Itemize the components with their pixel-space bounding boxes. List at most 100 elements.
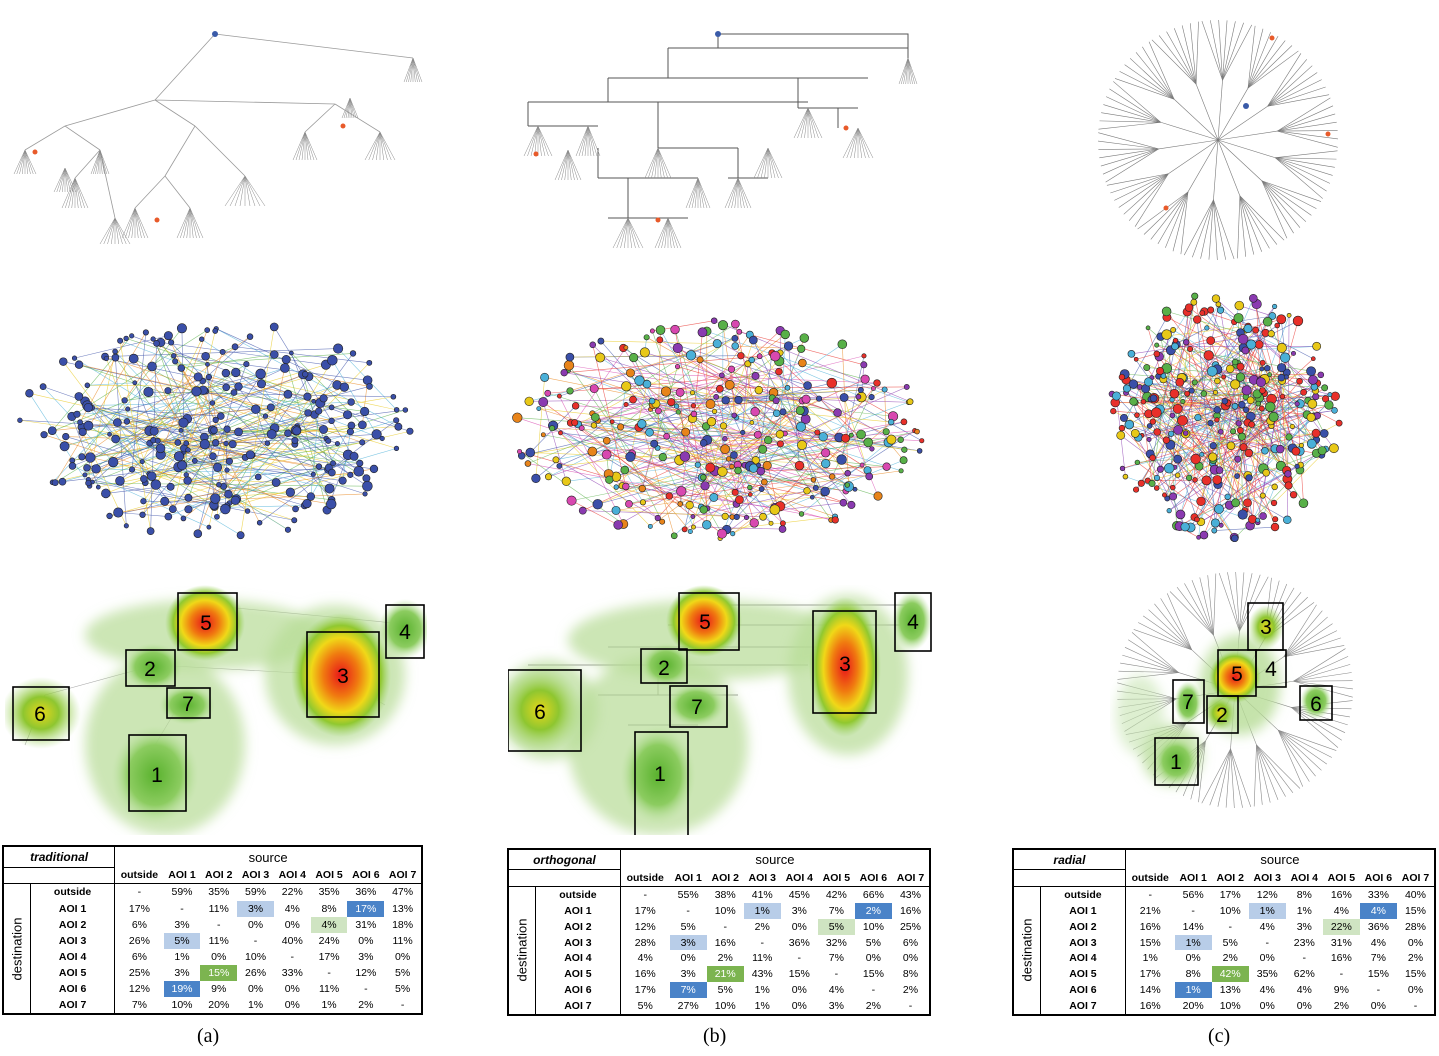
table-cell: 5% <box>163 932 201 949</box>
row-header: AOI 1 <box>30 900 116 917</box>
table-cell: 15% <box>1139 936 1161 949</box>
table-cell: - <box>1148 888 1152 901</box>
column-header: AOI 3 <box>237 867 274 885</box>
table-cell: 11% <box>752 952 773 965</box>
table-cell: 4% <box>284 902 300 915</box>
table-cell: 59% <box>171 886 193 899</box>
table-cell: 36% <box>788 936 810 949</box>
table-cell: 1% <box>1174 982 1212 999</box>
table-cell: 18% <box>392 918 414 931</box>
table-cell: - <box>723 920 727 933</box>
aoi-label: 2 <box>1216 704 1228 727</box>
table-cell: - <box>253 934 258 947</box>
table-header-label: orthogonal <box>509 850 621 871</box>
table-cell: 11% <box>392 934 413 947</box>
column-header: AOI 3 <box>1248 869 1286 887</box>
aoi-label: 7 <box>1182 691 1194 714</box>
table-cell: 7% <box>131 998 147 1011</box>
column-header: AOI 5 <box>310 867 348 885</box>
table-cell: 4% <box>1259 984 1275 997</box>
table-row: AOI 4 6% 1% 0% 10% - 17% 3% 0% <box>4 948 421 965</box>
aoi-label: 3 <box>839 653 851 676</box>
table-cell: 15% <box>1367 968 1389 981</box>
destination-label: destination <box>1019 918 1035 982</box>
table-cell: 26% <box>128 934 150 947</box>
table-cell: 0% <box>395 950 411 963</box>
source-label: source <box>248 849 288 865</box>
table-row: AOI 5 25% 3% 15% 26% 33% - 12% 5% <box>4 964 421 981</box>
table-cell: 10% <box>862 920 884 933</box>
column-header: AOI 4 <box>780 869 818 887</box>
table-cell: 4% <box>1333 904 1349 917</box>
table-cell: 10% <box>245 950 267 963</box>
caption-c: (c) <box>1208 1025 1231 1047</box>
table-cell: 11% <box>318 982 340 995</box>
row-header: outside <box>1040 886 1126 903</box>
table-cell: 3% <box>828 1000 844 1013</box>
table-cell: 4% <box>1370 936 1386 949</box>
table-cell: 1% <box>1296 904 1312 917</box>
row-header: AOI 6 <box>535 982 621 999</box>
table-cell: 17% <box>318 950 340 963</box>
table-cell: 0% <box>791 920 807 933</box>
aoi-label: 5 <box>699 611 711 634</box>
table-cell: 8% <box>321 902 337 915</box>
table-cell: 59% <box>245 886 267 899</box>
table-cell: 17% <box>1139 968 1161 981</box>
table-cell: 7% <box>1370 952 1386 965</box>
table-row: AOI 3 15% 1% 5% - 23% 31% 4% 0% <box>1014 934 1434 951</box>
table-cell: 16% <box>1330 952 1352 965</box>
table-cell: 33% <box>281 966 303 979</box>
root-node-icon <box>212 31 218 37</box>
table-cell: 0% <box>902 952 919 965</box>
row-header: AOI 4 <box>535 950 621 967</box>
table-cell: - <box>1413 1000 1418 1013</box>
row-header: AOI 3 <box>30 932 116 949</box>
table-cell: - <box>760 936 765 949</box>
tree-orthogonal <box>523 31 918 249</box>
transition-table-traditional: traditional source outside AOI 1 AOI 2 AOI … <box>2 845 423 1015</box>
table-cell: 15% <box>862 968 884 981</box>
table-cell: 14% <box>1139 984 1161 997</box>
table-cell: 5% <box>395 966 411 979</box>
table-row: AOI 3 28% 3% 16% - 36% 32% 5% 6% <box>509 934 929 951</box>
table-cell: 20% <box>1182 1000 1204 1013</box>
table-cell: 15% <box>1404 904 1426 917</box>
aoi-label: 6 <box>534 701 546 724</box>
table-cell: 16% <box>899 904 921 917</box>
table-cell: 4% <box>1259 920 1275 933</box>
column-header: outside <box>114 867 164 885</box>
table-cell: - <box>1339 968 1344 981</box>
table-cell: 16% <box>714 936 736 949</box>
table-cell: 25% <box>128 966 150 979</box>
table-row: AOI 1 21% - 10% 1% 1% 4% 4% 15% <box>1014 902 1434 919</box>
column-header: outside <box>1125 869 1175 887</box>
table-cell: 12% <box>634 920 656 933</box>
table-cell: - <box>327 966 331 979</box>
row-header: AOI 2 <box>1040 918 1126 935</box>
table-row: AOI 6 14% 1% 13% 4% 4% 9% - 0% <box>1014 982 1434 999</box>
table-cell: 17% <box>634 984 656 997</box>
table-cell: 2% <box>754 920 770 933</box>
column-header: AOI 1 <box>669 869 707 887</box>
root-node-icon <box>715 31 721 37</box>
table-cell: 7% <box>828 952 844 965</box>
column-header: AOI 7 <box>1396 869 1434 887</box>
row-header: AOI 2 <box>30 916 116 933</box>
table-cell: 15% <box>200 964 238 981</box>
aoi-label: 4 <box>399 621 411 644</box>
tree-radial <box>1097 19 1339 261</box>
transition-table-orthogonal: orthogonal source outside AOI 1 AOI 2 AOI 3… <box>507 848 931 1016</box>
source-label: source <box>755 852 795 868</box>
row-header: AOI 7 <box>1040 998 1126 1014</box>
table-row: AOI 5 16% 3% 21% 43% 15% - 15% 8% <box>509 966 929 983</box>
table-cell: - <box>1191 904 1195 917</box>
table-row: AOI 6 17% 7% 5% 1% 0% 4% - 2% <box>509 982 929 999</box>
table-cell: 33% <box>1367 888 1389 901</box>
table-cell: 56% <box>1182 888 1204 901</box>
row-header: AOI 5 <box>535 966 621 983</box>
table-cell: 5% <box>637 1000 653 1013</box>
table-cell: 36% <box>355 886 377 899</box>
table-cell: 5% <box>1222 936 1238 949</box>
aoi-label: 2 <box>658 657 670 680</box>
